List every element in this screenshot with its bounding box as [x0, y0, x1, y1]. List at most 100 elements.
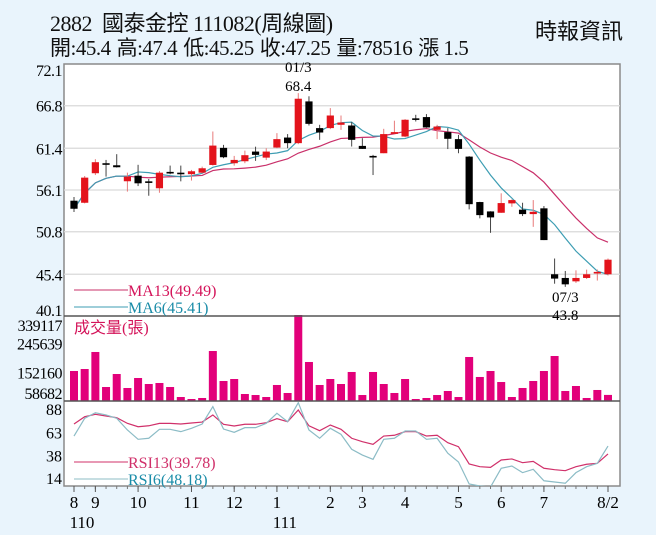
candle-body [294, 98, 302, 144]
volume-bar [102, 387, 111, 401]
volume-bar [401, 379, 410, 401]
annotation-date: 01/3 [285, 60, 312, 76]
month-label: 8/2 [597, 493, 619, 512]
price-tick-label: 72.1 [36, 63, 63, 80]
candle-body [593, 271, 601, 274]
volume-bar [369, 371, 378, 401]
candle-body [262, 151, 270, 158]
candle-body [604, 259, 612, 275]
candle-body [113, 165, 121, 168]
volume-bar [80, 369, 89, 401]
volume-bar [454, 397, 463, 401]
volume-bar [411, 399, 420, 401]
month-label: 5 [454, 493, 463, 512]
month-label: 2 [326, 493, 335, 512]
volume-bar [497, 382, 506, 401]
price-tick-label: 40.1 [36, 303, 63, 320]
volume-bar [166, 387, 175, 401]
candle-body [187, 171, 196, 175]
volume-bar [539, 371, 548, 401]
candle-body [358, 145, 366, 149]
stat-change: 漲 1.5 [418, 36, 469, 60]
legend-label: RSI13(39.78) [128, 455, 216, 472]
candle-body [198, 168, 206, 173]
volume-bar [262, 397, 271, 401]
volume-bar [604, 394, 612, 401]
chart-period: 111082(周線圖) [193, 11, 333, 36]
volume-bar [294, 315, 303, 401]
volume-bar [582, 397, 591, 401]
volume-bar [347, 371, 356, 401]
candle-body [518, 209, 527, 215]
volume-title: 成交量(張) [74, 319, 149, 337]
candle-body [444, 132, 452, 139]
month-label: 9 [91, 493, 100, 512]
volume-bar [486, 371, 495, 401]
plot-area [63, 63, 621, 487]
volume-bar [443, 390, 452, 401]
volume-bar [593, 389, 602, 401]
volume-bar [561, 390, 570, 401]
volume-bar [134, 377, 143, 401]
candle-body [412, 118, 420, 120]
candle-body [177, 172, 185, 175]
rsi-line [73, 409, 609, 472]
candle-body [91, 162, 99, 174]
candle-body [209, 145, 217, 165]
candle-body [454, 139, 463, 149]
rsi-tick-label: 38 [46, 449, 62, 466]
stat-close: 收:47.25 [259, 36, 331, 60]
candle-body [81, 177, 89, 203]
volume-bar [112, 374, 121, 401]
candle-body [369, 155, 377, 158]
month-label: 11 [183, 493, 199, 512]
year-label: 111 [273, 513, 297, 532]
candle-body [284, 137, 292, 144]
candle-body [123, 176, 131, 182]
candle-body [337, 122, 345, 125]
volume-tick-label: 58682 [25, 386, 63, 403]
candle-body [316, 128, 324, 133]
candle-body [219, 147, 228, 158]
volume-bar [70, 371, 78, 401]
volume-bar [240, 394, 249, 401]
ohlc-summary: 開:45.4 高:47.4 低:45.25 收:47.25 量:78516 漲 1.5 [50, 36, 474, 60]
annotation-value: 68.4 [285, 79, 312, 95]
volume-tick-label: 152160 [17, 365, 63, 382]
volume-bar [187, 399, 196, 401]
volume-bar [379, 384, 388, 401]
price-tick-label: 50.8 [36, 225, 63, 242]
price-tick-label: 61.4 [36, 141, 63, 158]
candle-body [102, 163, 110, 165]
volume-bar [358, 395, 367, 401]
volume-bar [326, 379, 335, 401]
candle-body [166, 171, 174, 174]
stock-code: 2882 [50, 11, 93, 36]
volume-tick-label: 339117 [18, 318, 63, 335]
stat-low: 低:45.25 [183, 36, 254, 60]
volume-bar [518, 387, 527, 401]
month-label: 7 [540, 493, 549, 512]
volume-bar [91, 351, 100, 401]
volume-bar [337, 384, 345, 401]
candle-body [401, 119, 409, 137]
candle-body [380, 134, 388, 154]
candle-body [422, 117, 431, 128]
legend-label: MA6(45.41) [128, 300, 208, 317]
candle-body [230, 159, 238, 164]
month-label: 4 [401, 493, 410, 512]
rsi-tick-label: 88 [46, 402, 62, 419]
candle-body [134, 175, 142, 184]
candle-body [390, 132, 398, 134]
volume-bar [422, 397, 431, 401]
candle-body [348, 125, 356, 140]
candle-body [476, 202, 484, 216]
candle-body [572, 277, 580, 282]
candle-body [326, 115, 334, 129]
volume-bar [475, 376, 484, 401]
candle-body [551, 274, 559, 279]
candle-body [497, 203, 505, 213]
volume-bar [550, 356, 559, 401]
volume-bar [123, 387, 132, 401]
legend-label: MA13(49.49) [128, 283, 216, 300]
